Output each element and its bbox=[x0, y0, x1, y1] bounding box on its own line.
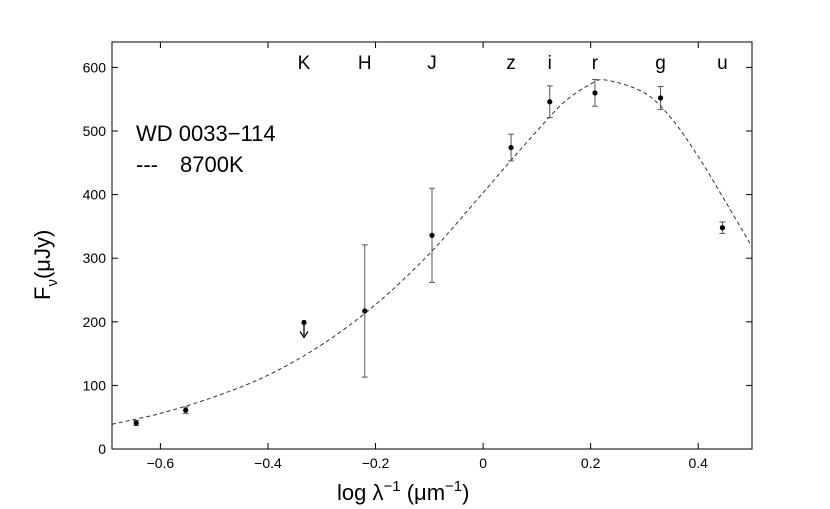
data-point bbox=[429, 187, 435, 283]
data-point-marker bbox=[133, 420, 139, 426]
data-point bbox=[182, 406, 189, 414]
data-point bbox=[719, 221, 726, 234]
data-point-marker bbox=[592, 90, 598, 96]
upper-limit-arrow-head bbox=[299, 331, 309, 339]
data-point bbox=[361, 244, 368, 378]
y-axis-title-sub: ν bbox=[44, 279, 61, 287]
band-label-i: i bbox=[548, 53, 552, 74]
legend-model-symbol: --- bbox=[136, 152, 158, 177]
data-point bbox=[299, 319, 309, 339]
axes bbox=[111, 41, 753, 450]
data-point-marker bbox=[719, 225, 726, 231]
legend: WD 0033−114 --- 8700K bbox=[136, 121, 276, 177]
y-tick-label: 200 bbox=[83, 314, 107, 330]
data-point bbox=[133, 419, 140, 426]
y-tick-label: 400 bbox=[83, 187, 107, 203]
data-point-marker bbox=[547, 99, 553, 105]
model-curve-8700k bbox=[112, 79, 752, 425]
x-axis-title-main: log λ bbox=[337, 480, 383, 505]
data-point bbox=[546, 85, 553, 119]
band-label-z: z bbox=[506, 53, 516, 74]
y-axis-ticks: 0 100 200 300 400 500 600 bbox=[83, 59, 752, 457]
x-axis-title-units-open: (μm bbox=[401, 480, 445, 505]
band-label-u: u bbox=[717, 53, 728, 74]
x-tick-label: −0.6 bbox=[147, 455, 175, 471]
x-axis-title-sup1: −1 bbox=[383, 478, 400, 495]
x-axis-title-units-close: ) bbox=[462, 480, 469, 505]
band-label-K: K bbox=[298, 53, 311, 74]
band-label-r: r bbox=[592, 53, 599, 74]
x-axis-ticks: −0.6 −0.4 −0.2 0 0.2 0.4 bbox=[147, 42, 708, 471]
x-tick-label: 0 bbox=[479, 455, 487, 471]
data-point-marker bbox=[429, 232, 435, 238]
x-tick-label: −0.2 bbox=[362, 455, 390, 471]
x-tick-label: −0.4 bbox=[254, 455, 282, 471]
band-label-J: J bbox=[427, 53, 437, 74]
data-point bbox=[591, 79, 598, 107]
x-axis-title: log λ−1 (μm−1) bbox=[337, 478, 469, 505]
x-tick-label: 0.4 bbox=[688, 455, 708, 471]
y-axis-title-units: (μJy) bbox=[30, 230, 55, 279]
data-point-marker bbox=[183, 407, 189, 413]
band-label-g: g bbox=[655, 53, 666, 74]
legend-object-name: WD 0033−114 bbox=[136, 121, 276, 146]
data-point-marker bbox=[508, 144, 514, 151]
plot-frame bbox=[111, 41, 753, 450]
data-point bbox=[657, 86, 664, 110]
x-tick-label: 0.2 bbox=[581, 455, 601, 471]
model-curve-layer bbox=[112, 79, 752, 425]
data-point-marker bbox=[657, 95, 664, 101]
y-tick-label: 500 bbox=[83, 123, 107, 139]
x-axis-title-sup2: −1 bbox=[445, 478, 462, 495]
y-axis-title-main: F bbox=[30, 287, 55, 300]
y-tick-label: 0 bbox=[98, 441, 106, 457]
band-label-H: H bbox=[358, 53, 372, 74]
y-axis-title: Fν(μJy) bbox=[30, 230, 61, 300]
y-tick-label: 600 bbox=[83, 59, 107, 75]
y-tick-label: 300 bbox=[83, 250, 107, 266]
data-point-marker bbox=[362, 308, 368, 314]
legend-model-label: 8700K bbox=[180, 152, 244, 177]
data-point bbox=[508, 133, 515, 162]
data-points-layer bbox=[133, 79, 726, 426]
data-point-marker bbox=[301, 319, 307, 326]
y-tick-label: 100 bbox=[83, 377, 107, 393]
